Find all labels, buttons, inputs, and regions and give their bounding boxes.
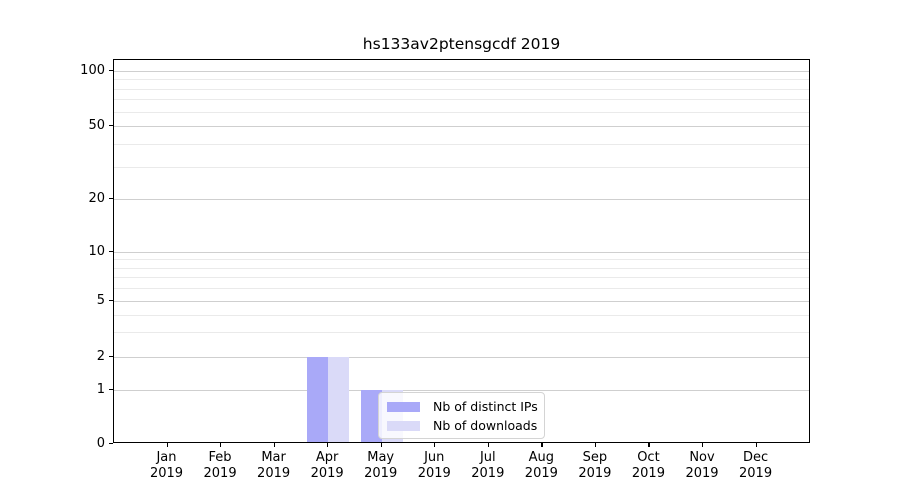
gridline-major-y2 (114, 357, 809, 358)
xtick-mark (755, 443, 757, 447)
ytick-mark (109, 125, 113, 127)
gridline-major-y100 (114, 71, 809, 72)
gridline-minor-y80 (114, 88, 809, 90)
ytick-label-0: 0 (96, 435, 105, 451)
gridline-minor-y60 (114, 111, 809, 113)
ytick-label-10: 10 (88, 243, 105, 259)
bar-distinct-ips-apr (307, 357, 329, 442)
legend: Nb of distinct IPs Nb of downloads (378, 392, 545, 439)
xtick-label-nov: Nov 2019 (685, 450, 719, 481)
xtick-mark (273, 443, 275, 447)
xtick-mark (166, 443, 168, 447)
gridline-minor-y30 (114, 166, 809, 168)
gridline-minor-y4 (114, 314, 809, 316)
xtick-mark (648, 443, 650, 447)
legend-swatch-icon (387, 420, 420, 431)
gridline-minor-y70 (114, 99, 809, 101)
xtick-mark (327, 443, 329, 447)
xtick-mark (487, 443, 489, 447)
xtick-label-mar: Mar 2019 (257, 450, 291, 481)
legend-entry-distinct-ips: Nb of distinct IPs (387, 399, 538, 414)
plot-area: Nb of distinct IPs Nb of downloads (113, 59, 810, 443)
ytick-label-2: 2 (96, 348, 105, 364)
ytick-label-5: 5 (96, 292, 105, 308)
xtick-label-aug: Aug 2019 (524, 450, 558, 481)
xtick-mark (541, 443, 543, 447)
xtick-label-jan: Jan 2019 (149, 450, 184, 481)
gridline-minor-y7 (114, 277, 809, 279)
legend-label: Nb of downloads (433, 418, 538, 433)
ytick-label-100: 100 (80, 62, 105, 78)
xtick-mark (702, 443, 704, 447)
xtick-label-jun: Jun 2019 (417, 450, 451, 481)
gridline-minor-y8 (114, 267, 809, 269)
xtick-label-sep: Sep 2019 (578, 450, 612, 481)
ytick-label-20: 20 (88, 190, 105, 206)
ytick-mark (109, 70, 113, 72)
xtick-label-dec: Dec 2019 (739, 450, 773, 481)
legend-label: Nb of distinct IPs (433, 399, 538, 414)
gridline-major-y10 (114, 252, 809, 253)
xtick-mark (434, 443, 436, 447)
xtick-mark (220, 443, 222, 447)
gridline-minor-y40 (114, 143, 809, 145)
gridline-major-y5 (114, 301, 809, 302)
ytick-mark (109, 198, 113, 200)
xtick-label-may: May 2019 (364, 450, 398, 481)
xtick-mark (380, 443, 382, 447)
gridline-major-y50 (114, 126, 809, 127)
gridline-major-y1 (114, 390, 809, 391)
legend-swatch-icon (387, 401, 420, 412)
ytick-mark (109, 300, 113, 302)
gridline-minor-y3 (114, 332, 809, 334)
xtick-label-oct: Oct 2019 (631, 450, 665, 481)
gridline-minor-y9 (114, 259, 809, 261)
legend-entry-downloads: Nb of downloads (387, 418, 538, 433)
bar-distinct-ips-may (360, 390, 382, 442)
gridline-minor-y6 (114, 288, 809, 290)
bar-downloads-apr (328, 357, 350, 442)
xtick-label-jul: Jul 2019 (471, 450, 505, 481)
gridline-major-y20 (114, 199, 809, 200)
ytick-mark (109, 443, 113, 445)
gridline-minor-y90 (114, 79, 809, 81)
xtick-mark (594, 443, 597, 447)
ytick-label-1: 1 (96, 381, 105, 397)
ytick-mark (109, 356, 113, 358)
ytick-mark (109, 251, 113, 253)
xtick-label-apr: Apr 2019 (310, 450, 344, 481)
ytick-mark (109, 389, 113, 391)
ytick-label-50: 50 (88, 117, 105, 133)
xtick-label-feb: Feb 2019 (203, 450, 237, 481)
chart-title: hs133av2ptensgcdf 2019 (362, 35, 561, 53)
